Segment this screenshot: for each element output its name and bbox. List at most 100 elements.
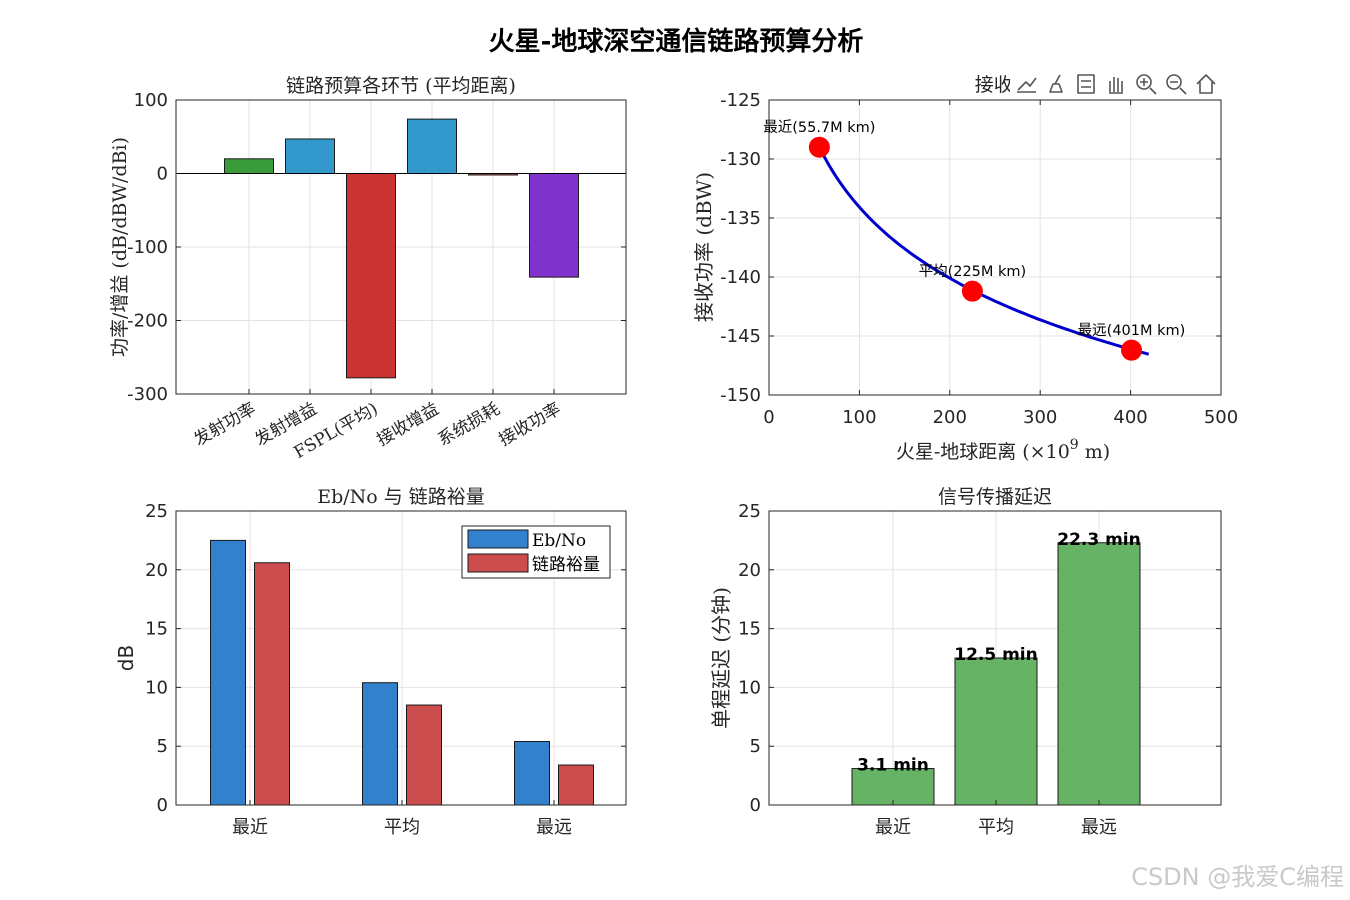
y-tick-label: -130 [720,149,761,170]
data-tips-icon[interactable] [1074,72,1098,96]
legend-label: Eb/No [532,531,586,551]
bar-ebno [362,682,398,806]
point-label: 平均(225M km) [919,263,1027,280]
export-icon[interactable] [1014,72,1038,96]
x-tick-label: 最远 [536,817,572,838]
x-tick-label: 发射功率 [191,399,260,450]
x-tick-label: 最远 [1081,817,1117,838]
plot-area [769,100,1221,395]
chart-title: Eb/No 与 链路裕量 [317,486,485,508]
x-tick-label: 接收增益 [374,399,443,450]
y-tick-label: 5 [157,736,168,757]
x-tick-label: 最近 [875,817,911,838]
data-label: 22.3 min [1057,530,1141,550]
glyph [1109,77,1123,94]
x-tick-label: 最近 [232,817,268,838]
link-budget-panel: 1000-100-200-300发射功率发射增益FSPL(平均)接收增益系统损耗… [109,75,627,463]
power-curve [818,146,1150,356]
y-tick-label: -100 [127,237,168,258]
legend-swatch [467,553,529,573]
y-tick-label: 5 [750,736,761,757]
y-tick-label: 20 [738,560,761,581]
bar-ebno [514,740,550,806]
glyph [1170,81,1187,95]
axes-box [768,99,1222,396]
y-tick-label: -145 [720,326,761,347]
y-tick-label: 20 [145,560,168,581]
bar [1057,542,1141,806]
x-tick-label: 100 [842,407,876,428]
y-tick-label: 0 [157,164,168,185]
y-axis-label: dB [114,645,138,671]
home-icon[interactable] [1194,72,1218,96]
y-tick-label: -125 [720,90,761,111]
y-tick-label: 25 [145,501,168,522]
y-tick-label: 25 [738,501,761,522]
x-tick-label: 系统损耗 [435,399,504,450]
point-label: 最近(55.7M km) [763,119,875,136]
axes-toolbar[interactable] [1010,70,1226,98]
bar [954,657,1038,806]
bar [529,173,579,278]
axes-box [768,510,1222,806]
y-tick-label: 0 [157,795,168,816]
data-label: 3.1 min [857,756,929,776]
glyph [1017,77,1037,93]
y-tick-label: 15 [145,619,168,640]
y-tick-label: -200 [127,311,168,332]
glyph [1077,74,1095,94]
y-tick-label: 15 [738,619,761,640]
x-tick-label: 300 [1023,407,1057,428]
bar-margin [254,562,290,806]
y-axis-label: 功率/增益 (dB/dBW/dBi) [109,137,131,357]
ebno-margin-panel: 25 20 15 10 5 0 最近 平均 最远 Eb/No 链路裕量 Eb/No 与 链路裕量 dB [114,486,627,838]
glyph [1196,74,1216,94]
x-tick-label: 400 [1113,407,1147,428]
x-axis-label: 火星-地球距离 (×109 m) [896,437,1110,463]
bar [407,118,457,174]
bar [346,173,396,379]
lens [1136,74,1152,90]
x-tick-label: 接收功率 [496,399,565,450]
y-tick-label: -135 [720,208,761,229]
x-tick-label: 平均 [978,817,1014,838]
chart-title: 链路预算各环节 (平均距离) [286,75,516,97]
x-axis-label-exponent: 9 [1070,437,1079,453]
bar-margin [406,704,442,806]
legend-label: 链路裕量 [532,555,600,575]
y-axis-label: 接收功率 (dBW) [692,172,716,322]
y-tick-label: 0 [750,795,761,816]
glyph [1049,74,1063,93]
y-axis-label: 单程延迟 (分钟) [709,587,733,729]
axes-box [175,99,627,395]
data-label: 12.5 min [954,645,1038,665]
x-tick-label: 500 [1204,407,1238,428]
y-tick-label: -140 [720,267,761,288]
x-tick-label: 0 [763,407,774,428]
bar-margin [558,764,594,806]
y-tick-label: 10 [738,677,761,698]
lens [1166,74,1182,90]
brush-icon[interactable] [1044,72,1068,96]
point-label: 最远(401M km) [1078,322,1186,339]
legend-swatch [467,529,529,549]
legend: Eb/No 链路裕量 [461,525,611,579]
x-tick-label: 平均 [384,817,420,838]
pan-icon[interactable] [1104,72,1128,96]
bar [224,158,274,175]
marker-point [1121,339,1143,361]
watermark: CSDN @我爱C编程 [1131,863,1344,891]
marker-point [808,136,830,158]
figure-title: 火星-地球深空通信链路预算分析 [489,26,864,57]
x-axis-label-main: 火星-地球距离 (×10 [896,441,1070,463]
y-tick-label: -300 [127,384,168,405]
y-tick-label: 10 [145,677,168,698]
bar-ebno [210,539,246,806]
delay-panel: 25 20 15 10 5 0 最近 3.1 min 平均 12.5 min 最远 22.3 min 信… [709,486,1222,838]
zoom-out-icon[interactable] [1164,72,1188,96]
bar [285,138,335,174]
zoom-in-icon[interactable] [1134,72,1158,96]
x-tick-label: 200 [933,407,967,428]
